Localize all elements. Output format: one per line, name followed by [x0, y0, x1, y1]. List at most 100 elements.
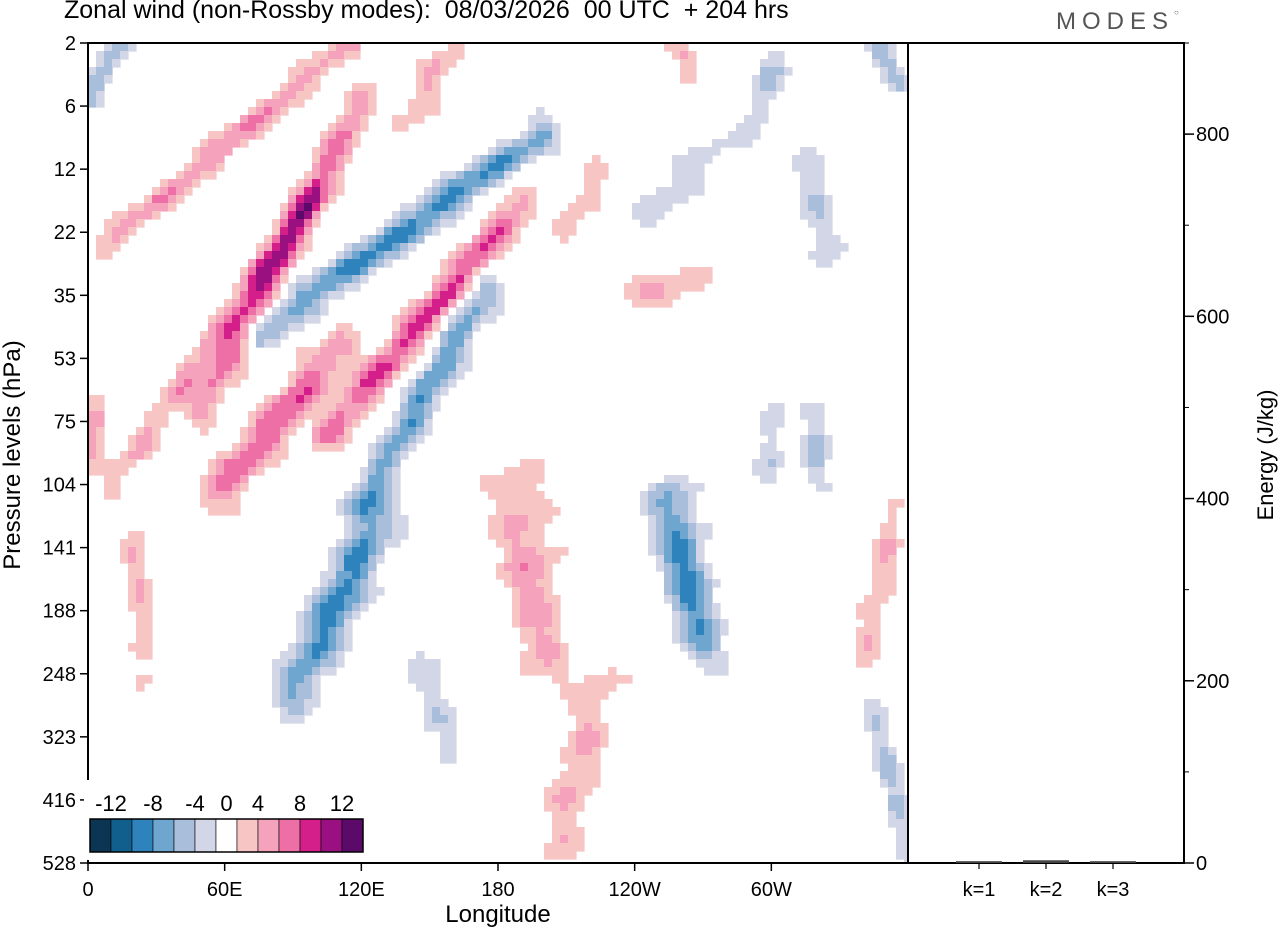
contour-cell [528, 115, 553, 124]
contour-cell [712, 619, 721, 628]
contour-cell [680, 75, 697, 84]
contour-cell [288, 211, 297, 220]
contour-cell [272, 683, 281, 692]
contour-cell [360, 531, 377, 540]
contour-cell [224, 323, 241, 332]
contour-cell [872, 587, 897, 596]
contour-cell [520, 587, 545, 596]
contour-cell [664, 571, 673, 580]
y-tick-label: 248 [43, 664, 76, 686]
contour-cell [496, 211, 521, 220]
contour-cell [288, 195, 297, 204]
contour-cell [424, 307, 441, 316]
contour-cell [528, 147, 545, 156]
contour-cell [392, 315, 401, 324]
contour-cell [96, 235, 113, 244]
contour-cell [776, 75, 785, 84]
energy-tick-label: 200 [1196, 671, 1229, 693]
contour-cell [296, 283, 313, 292]
contour-cell [880, 531, 897, 540]
contour-cell [192, 155, 201, 164]
contour-cell [656, 499, 673, 508]
contour-cell [312, 683, 321, 692]
contour-cell [288, 691, 297, 700]
contour-cell [392, 331, 401, 340]
contour-cell [384, 451, 393, 460]
contour-cell [896, 67, 905, 76]
contour-cell [888, 507, 897, 516]
contour-cell [312, 203, 321, 212]
contour-cell [328, 43, 337, 52]
contour-cell [184, 379, 193, 388]
contour-cell [392, 243, 401, 252]
contour-cell [456, 315, 465, 324]
contour-cell [400, 243, 409, 252]
contour-cell [696, 603, 705, 612]
contour-cell [360, 379, 377, 388]
contour-cell [192, 411, 209, 420]
contour-cell [304, 651, 313, 660]
contour-cell [432, 227, 441, 236]
contour-cell [440, 355, 457, 364]
contour-cell [808, 427, 825, 436]
contour-cell [240, 451, 265, 460]
contour-cell [544, 627, 561, 636]
contour-cell [904, 811, 909, 820]
contour-cell [760, 427, 777, 436]
contour-cell [664, 283, 705, 292]
contour-cell [544, 659, 553, 668]
contour-cell [288, 83, 305, 92]
contour-cell [408, 99, 441, 108]
contour-cell [360, 563, 369, 572]
contour-cell [280, 219, 289, 228]
contour-cell [128, 227, 137, 236]
contour-cell [352, 483, 361, 492]
contour-cell [312, 611, 321, 620]
contour-cell [296, 651, 305, 660]
contour-cell [200, 171, 217, 180]
contour-cell [376, 531, 393, 540]
contour-cell [344, 635, 353, 644]
contour-cell [696, 547, 705, 556]
contour-cell [520, 539, 545, 548]
contour-cell [296, 419, 305, 428]
contour-cell [328, 379, 353, 388]
contour-cell [880, 59, 897, 68]
contour-cell [528, 155, 537, 164]
contour-cell [288, 75, 297, 84]
contour-cell [496, 139, 513, 148]
contour-cell [416, 339, 425, 348]
contour-cell [504, 243, 513, 252]
x-axis-label: Longitude [445, 901, 550, 928]
contour-cell [600, 731, 609, 740]
contour-cell [256, 275, 273, 284]
x-tick-label: 60E [207, 879, 243, 901]
contour-cell [344, 251, 353, 260]
contour-cell [488, 211, 497, 220]
x-axis: 0 60E 120E 180 120W 60W [82, 863, 792, 901]
contour-cell [424, 363, 433, 372]
contour-cell [288, 667, 313, 676]
contour-cell [456, 371, 465, 380]
contour-cell [872, 715, 881, 724]
contour-cell [544, 595, 561, 604]
contour-cell [120, 547, 129, 556]
modes-logo: MODES○ [1056, 8, 1179, 35]
contour-cell [472, 187, 481, 196]
contour-cell [304, 363, 337, 372]
contour-cell [312, 427, 321, 436]
contour-cell [336, 323, 353, 332]
contour-cell [264, 99, 289, 108]
contour-cell [160, 187, 169, 196]
contour-cell [464, 355, 473, 364]
contour-cell [664, 43, 689, 52]
contour-cell [528, 643, 537, 652]
contour-cell [472, 155, 481, 164]
contour-cell [256, 299, 265, 308]
contour-cell [328, 643, 337, 652]
contour-cell [760, 83, 777, 92]
contour-cell [336, 123, 361, 132]
y-tick-label: 35 [54, 285, 76, 307]
contour-cell [856, 659, 873, 668]
contour-cell [304, 699, 321, 708]
